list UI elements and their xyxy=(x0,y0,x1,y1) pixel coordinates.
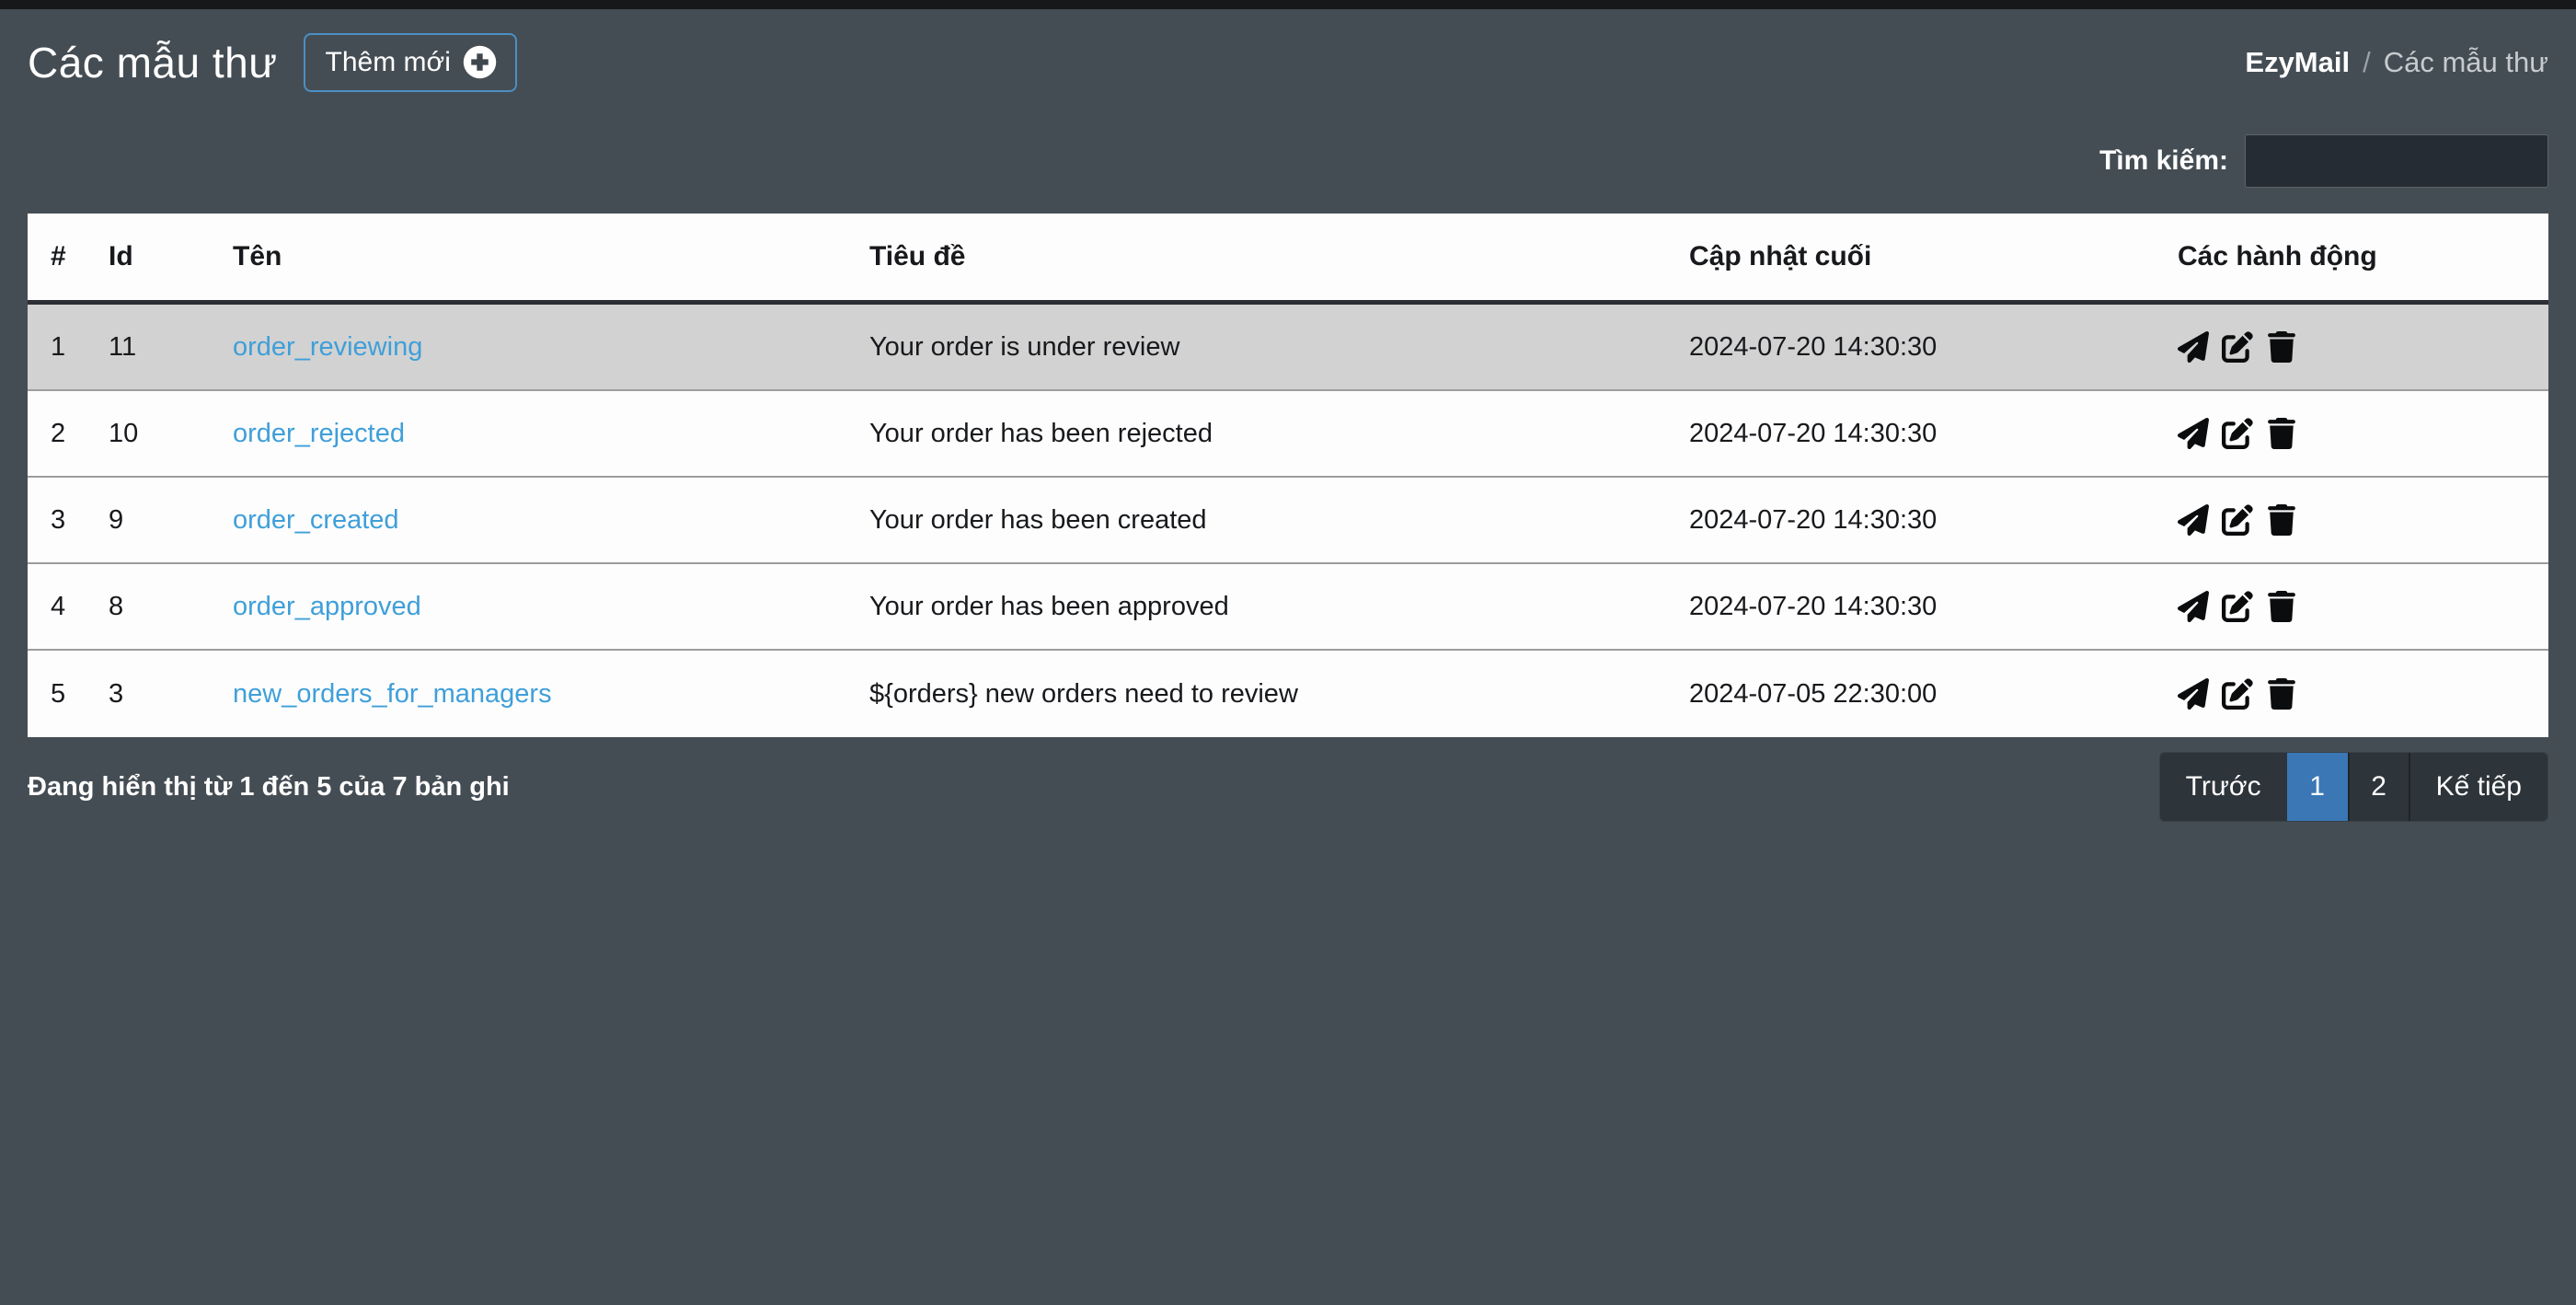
search-label: Tìm kiếm: xyxy=(2099,145,2228,176)
send-icon[interactable] xyxy=(2178,418,2209,449)
add-new-button-label: Thêm mới xyxy=(325,46,451,77)
pagination-prev-button[interactable]: Trước xyxy=(2159,753,2287,821)
row-index-cell: 4 xyxy=(51,591,66,621)
edit-icon[interactable] xyxy=(2222,331,2253,363)
row-index-cell: 2 xyxy=(51,418,66,448)
edit-icon[interactable] xyxy=(2222,678,2253,710)
row-index-cell: 3 xyxy=(51,504,66,535)
row-updated-cell: 2024-07-20 14:30:30 xyxy=(1689,331,1938,362)
row-index-cell: 1 xyxy=(51,331,66,362)
row-actions-cell xyxy=(2155,678,2548,710)
row-subject-cell: Your order has been created xyxy=(869,504,1207,535)
plus-circle-icon xyxy=(463,45,497,79)
trash-icon[interactable] xyxy=(2266,591,2297,622)
trash-icon[interactable] xyxy=(2266,331,2297,363)
row-updated-cell: 2024-07-20 14:30:30 xyxy=(1689,504,1938,535)
top-strip xyxy=(0,0,2576,9)
row-updated-cell: 2024-07-05 22:30:00 xyxy=(1689,678,1938,709)
table-row: 5 3 new_orders_for_managers ${orders} ne… xyxy=(28,651,2548,737)
pagination-page-button-1[interactable]: 1 xyxy=(2286,753,2348,821)
send-icon[interactable] xyxy=(2178,504,2209,536)
template-name-link[interactable]: new_orders_for_managers xyxy=(233,678,552,709)
row-updated-cell: 2024-07-20 14:30:30 xyxy=(1689,591,1938,621)
table-body: 1 11 order_reviewing Your order is under… xyxy=(28,305,2548,737)
trash-icon[interactable] xyxy=(2266,418,2297,449)
column-header-index: # xyxy=(51,241,66,271)
pagination-next-button[interactable]: Kế tiếp xyxy=(2408,753,2547,821)
breadcrumb-current: Các mẫu thư xyxy=(2383,46,2548,78)
trash-icon[interactable] xyxy=(2266,504,2297,536)
table-row: 2 10 order_rejected Your order has been … xyxy=(28,391,2548,478)
send-icon[interactable] xyxy=(2178,678,2209,710)
row-subject-cell: Your order is under review xyxy=(869,331,1180,362)
column-header-actions: Các hành động xyxy=(2178,241,2377,271)
page-header: Các mẫu thư Thêm mới EzyMail / Các mẫu t… xyxy=(28,31,2548,94)
page-title: Các mẫu thư xyxy=(28,39,278,87)
row-id-cell: 8 xyxy=(109,591,124,621)
row-subject-cell: Your order has been approved xyxy=(869,591,1229,621)
template-name-link[interactable]: order_created xyxy=(233,504,399,535)
row-name-cell: order_reviewing xyxy=(210,332,846,363)
row-index-cell: 5 xyxy=(51,678,66,709)
row-subject-cell: ${orders} new orders need to review xyxy=(869,678,1298,709)
send-icon[interactable] xyxy=(2178,591,2209,622)
templates-table: # Id Tên Tiêu đề Cập nhật cuối Các hành … xyxy=(28,214,2548,737)
table-header-row: # Id Tên Tiêu đề Cập nhật cuối Các hành … xyxy=(28,214,2548,305)
column-header-updated: Cập nhật cuối xyxy=(1689,241,1872,271)
column-header-id: Id xyxy=(109,241,133,271)
app-root: Các mẫu thư Thêm mới EzyMail / Các mẫu t… xyxy=(0,0,2576,822)
edit-icon[interactable] xyxy=(2222,591,2253,622)
add-new-button[interactable]: Thêm mới xyxy=(303,33,517,92)
breadcrumb-separator: / xyxy=(2363,46,2371,78)
column-header-name: Tên xyxy=(233,241,282,271)
template-name-link[interactable]: order_rejected xyxy=(233,418,405,448)
search-bar: Tìm kiếm: xyxy=(28,134,2548,188)
records-info: Đang hiển thị từ 1 đến 5 của 7 bản ghi xyxy=(28,771,510,802)
edit-icon[interactable] xyxy=(2222,418,2253,449)
row-name-cell: order_created xyxy=(210,505,846,536)
row-name-cell: order_approved xyxy=(210,592,846,622)
row-name-cell: new_orders_for_managers xyxy=(210,679,846,710)
row-id-cell: 11 xyxy=(109,331,137,362)
table-row: 1 11 order_reviewing Your order is under… xyxy=(28,305,2548,391)
breadcrumb-app-link[interactable]: EzyMail xyxy=(2245,46,2351,78)
trash-icon[interactable] xyxy=(2266,678,2297,710)
row-subject-cell: Your order has been rejected xyxy=(869,418,1213,448)
row-id-cell: 3 xyxy=(109,678,124,709)
search-input[interactable] xyxy=(2245,134,2548,188)
send-icon[interactable] xyxy=(2178,331,2209,363)
row-id-cell: 10 xyxy=(109,418,139,448)
row-actions-cell xyxy=(2155,591,2548,622)
row-updated-cell: 2024-07-20 14:30:30 xyxy=(1689,418,1938,448)
edit-icon[interactable] xyxy=(2222,504,2253,536)
row-id-cell: 9 xyxy=(109,504,124,535)
pagination-page-button-2[interactable]: 2 xyxy=(2347,753,2409,821)
breadcrumb: EzyMail / Các mẫu thư xyxy=(2245,46,2548,79)
row-actions-cell xyxy=(2155,331,2548,363)
templates-page: Các mẫu thư Thêm mới EzyMail / Các mẫu t… xyxy=(0,31,2576,822)
row-name-cell: order_rejected xyxy=(210,419,846,449)
row-actions-cell xyxy=(2155,418,2548,449)
template-name-link[interactable]: order_approved xyxy=(233,591,421,621)
column-header-subject: Tiêu đề xyxy=(869,241,966,271)
table-footer: Đang hiển thị từ 1 đến 5 của 7 bản ghi T… xyxy=(28,752,2548,822)
row-actions-cell xyxy=(2155,504,2548,536)
table-row: 4 8 order_approved Your order has been a… xyxy=(28,564,2548,651)
table-row: 3 9 order_created Your order has been cr… xyxy=(28,478,2548,564)
template-name-link[interactable]: order_reviewing xyxy=(233,331,423,362)
